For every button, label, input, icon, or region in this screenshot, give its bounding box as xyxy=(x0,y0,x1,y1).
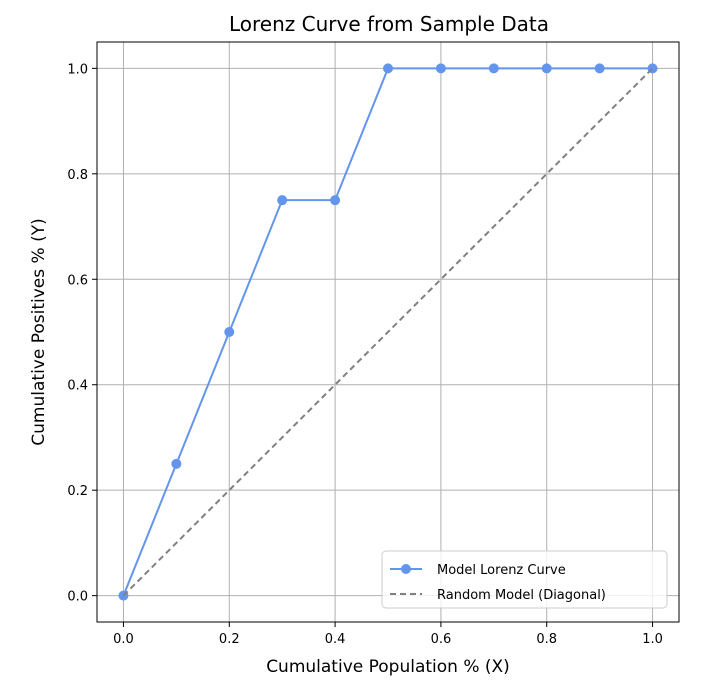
data-point xyxy=(171,458,182,469)
data-point xyxy=(330,195,341,206)
x-tick-label: 0.2 xyxy=(219,632,240,647)
y-tick-label: 1.0 xyxy=(67,62,88,77)
y-tick-label: 0.4 xyxy=(67,379,88,394)
data-point xyxy=(277,195,288,206)
chart-title: Lorenz Curve from Sample Data xyxy=(229,12,549,36)
legend-box xyxy=(381,550,668,609)
data-point xyxy=(435,63,446,74)
legend-label-random: Random Model (Diagonal) xyxy=(437,588,606,603)
x-tick-label: 1.0 xyxy=(642,632,663,647)
data-point xyxy=(488,63,499,74)
y-axis-label: Cumulative Positives % (Y) xyxy=(29,218,49,445)
data-point xyxy=(383,63,393,74)
y-tick-label: 0.2 xyxy=(67,484,88,499)
random-model-diagonal-line xyxy=(122,67,654,597)
legend-label-model: Model Lorenz Curve xyxy=(437,563,566,578)
data-point xyxy=(224,327,235,337)
y-tick-label: 0.0 xyxy=(67,590,88,605)
y-tick-label: 0.8 xyxy=(67,168,88,183)
data-point xyxy=(541,63,552,74)
data-point xyxy=(594,63,605,74)
x-tick-label: 0.0 xyxy=(113,632,134,647)
ticks: 0.0 0.2 0.4 0.6 0.8 1.0 0.0 0.2 0.4 0.6 0.8 1.0 xyxy=(67,62,663,647)
series-layer xyxy=(118,63,658,601)
legend-marker-model xyxy=(401,564,411,574)
grid xyxy=(97,42,679,622)
x-axis-label: Cumulative Population % (X) xyxy=(266,657,510,677)
y-tick-label: 0.6 xyxy=(67,273,88,288)
legend: Model Lorenz Curve Random Model (Diagona… xyxy=(381,550,668,609)
x-tick-label: 0.6 xyxy=(431,632,452,647)
plot-frame xyxy=(96,41,680,623)
x-tick-label: 0.4 xyxy=(325,632,346,647)
x-tick-label: 0.8 xyxy=(536,632,557,647)
